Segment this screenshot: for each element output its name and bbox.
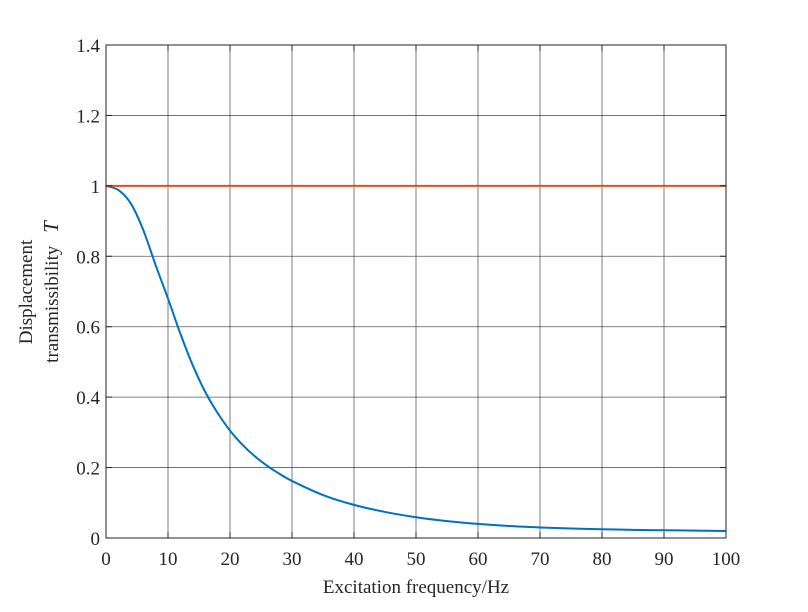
y-tick-label: 0.8 — [76, 247, 100, 268]
data-series — [105, 184, 727, 532]
y-tick-label: 0.6 — [76, 318, 100, 339]
x-axis-title: Excitation frequency/Hz — [323, 577, 509, 598]
y-axis-title-second: transmissibility T — [39, 220, 63, 363]
x-tick-label: 80 — [593, 549, 612, 570]
y-tick-label: 0 — [91, 529, 101, 550]
axis-ticks — [105, 44, 727, 539]
y-tick-label: 1 — [91, 177, 101, 198]
x-tick-label: 50 — [407, 549, 426, 570]
y-tick-label: 0.2 — [76, 459, 100, 480]
y-axis-symbol: T — [39, 220, 63, 233]
y-tick-label: 1.2 — [76, 106, 100, 127]
x-tick-label: 20 — [221, 549, 240, 570]
y-axis-title: Displacement — [16, 239, 37, 344]
y-tick-label: 1.4 — [76, 36, 100, 57]
y-tick-label: 0.4 — [76, 388, 100, 409]
y-tick-labels: 0 0.2 0.4 0.6 0.8 1 1.2 1.4 — [76, 36, 100, 550]
x-tick-label: 60 — [469, 549, 488, 570]
x-tick-label: 100 — [712, 549, 741, 570]
y-axis-title-line2: transmissibility — [42, 245, 63, 363]
x-tick-label: 40 — [345, 549, 364, 570]
x-tick-label: 30 — [283, 549, 302, 570]
x-tick-label: 10 — [159, 549, 178, 570]
x-tick-label: 70 — [531, 549, 550, 570]
series-line-1 — [105, 184, 727, 532]
x-tick-labels: 0 10 20 30 40 50 60 70 80 90 100 — [101, 549, 740, 570]
x-tick-label: 90 — [655, 549, 674, 570]
y-axis-title-line1: Displacement — [16, 239, 37, 344]
x-tick-label: 0 — [101, 549, 111, 570]
